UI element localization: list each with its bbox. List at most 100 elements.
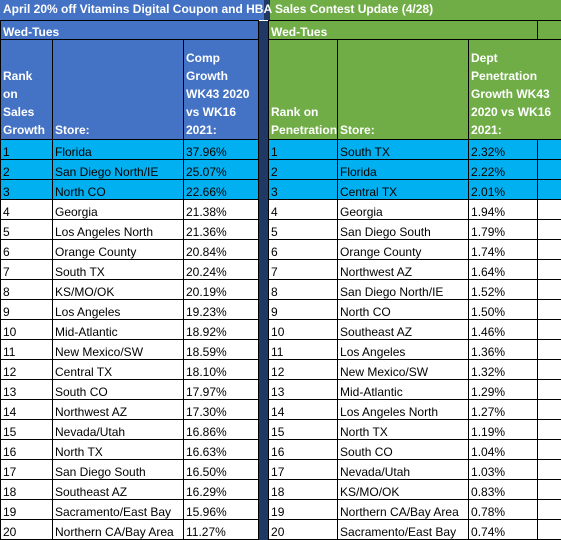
left-rank-cell[interactable]: 16 — [1, 440, 53, 460]
left-metric-cell[interactable]: 37.96% — [184, 140, 259, 160]
right-rank-cell[interactable]: 16 — [269, 440, 338, 460]
empty-cell[interactable] — [538, 320, 561, 340]
left-store-cell[interactable]: Orange County — [53, 240, 184, 260]
empty-cell[interactable] — [538, 520, 561, 540]
left-metric-cell[interactable]: 17.97% — [184, 380, 259, 400]
empty-cell[interactable] — [538, 340, 561, 360]
left-period-label[interactable]: Wed-Tues — [1, 21, 259, 40]
left-store-cell[interactable]: Florida — [53, 140, 184, 160]
left-rank-cell[interactable]: 9 — [1, 300, 53, 320]
right-rank-cell[interactable]: 19 — [269, 500, 338, 520]
right-metric-cell[interactable]: 1.19% — [469, 420, 538, 440]
empty-cell[interactable] — [538, 220, 561, 240]
empty-cell[interactable] — [538, 360, 561, 380]
empty-cell[interactable] — [538, 260, 561, 280]
left-store-cell[interactable]: Los Angeles North — [53, 220, 184, 240]
right-metric-cell[interactable]: 1.46% — [469, 320, 538, 340]
right-store-cell[interactable]: North TX — [338, 420, 469, 440]
right-rank-header[interactable]: Rank on Penetration: — [269, 40, 338, 140]
left-rank-cell[interactable]: 17 — [1, 460, 53, 480]
left-rank-header[interactable]: Rank on Sales Growth — [1, 40, 53, 140]
left-metric-cell[interactable]: 18.59% — [184, 340, 259, 360]
left-rank-cell[interactable]: 7 — [1, 260, 53, 280]
left-metric-cell[interactable]: 16.50% — [184, 460, 259, 480]
right-rank-cell[interactable]: 20 — [269, 520, 338, 540]
empty-cell[interactable] — [538, 420, 561, 440]
right-rank-cell[interactable]: 4 — [269, 200, 338, 220]
right-metric-header[interactable]: Dept Penetration Growth WK43 2020 vs WK1… — [469, 40, 561, 140]
left-rank-cell[interactable]: 19 — [1, 500, 53, 520]
right-store-cell[interactable]: Orange County — [338, 240, 469, 260]
right-metric-cell[interactable]: 2.22% — [469, 160, 538, 180]
right-rank-cell[interactable]: 7 — [269, 260, 338, 280]
right-store-cell[interactable]: Southeast AZ — [338, 320, 469, 340]
left-metric-cell[interactable]: 18.92% — [184, 320, 259, 340]
right-metric-cell[interactable]: 2.32% — [469, 140, 538, 160]
empty-cell[interactable] — [538, 300, 561, 320]
left-metric-cell[interactable]: 20.19% — [184, 280, 259, 300]
right-metric-cell[interactable]: 0.78% — [469, 500, 538, 520]
left-rank-cell[interactable]: 2 — [1, 160, 53, 180]
left-metric-cell[interactable]: 15.96% — [184, 500, 259, 520]
left-store-cell[interactable]: North TX — [53, 440, 184, 460]
left-rank-cell[interactable]: 20 — [1, 520, 53, 540]
right-metric-cell[interactable]: 1.29% — [469, 380, 538, 400]
right-metric-cell[interactable]: 1.52% — [469, 280, 538, 300]
right-metric-cell[interactable]: 2.01% — [469, 180, 538, 200]
left-store-cell[interactable]: Northern CA/Bay Area — [53, 520, 184, 540]
left-store-cell[interactable]: Northwest AZ — [53, 400, 184, 420]
left-metric-cell[interactable]: 25.07% — [184, 160, 259, 180]
right-store-cell[interactable]: New Mexico/SW — [338, 360, 469, 380]
left-store-cell[interactable]: Mid-Atlantic — [53, 320, 184, 340]
right-metric-cell[interactable]: 1.03% — [469, 460, 538, 480]
left-store-cell[interactable]: Nevada/Utah — [53, 420, 184, 440]
right-rank-cell[interactable]: 8 — [269, 280, 338, 300]
right-store-cell[interactable]: Northern CA/Bay Area — [338, 500, 469, 520]
right-rank-cell[interactable]: 2 — [269, 160, 338, 180]
left-store-cell[interactable]: San Diego North/IE — [53, 160, 184, 180]
left-store-cell[interactable]: KS/MO/OK — [53, 280, 184, 300]
right-store-cell[interactable]: Mid-Atlantic — [338, 380, 469, 400]
right-store-cell[interactable]: Los Angeles — [338, 340, 469, 360]
left-metric-cell[interactable]: 16.86% — [184, 420, 259, 440]
left-metric-cell[interactable]: 16.63% — [184, 440, 259, 460]
right-store-cell[interactable]: North CO — [338, 300, 469, 320]
left-metric-cell[interactable]: 20.84% — [184, 240, 259, 260]
right-store-cell[interactable]: San Diego North/IE — [338, 280, 469, 300]
right-store-header[interactable]: Store: — [338, 40, 469, 140]
left-rank-cell[interactable]: 4 — [1, 200, 53, 220]
right-rank-cell[interactable]: 12 — [269, 360, 338, 380]
right-rank-cell[interactable]: 13 — [269, 380, 338, 400]
right-store-cell[interactable]: San Diego South — [338, 220, 469, 240]
left-store-cell[interactable]: Los Angeles — [53, 300, 184, 320]
left-store-cell[interactable]: Sacramento/East Bay — [53, 500, 184, 520]
right-metric-cell[interactable]: 1.32% — [469, 360, 538, 380]
empty-cell[interactable] — [538, 140, 561, 160]
left-metric-cell[interactable]: 21.36% — [184, 220, 259, 240]
left-rank-cell[interactable]: 10 — [1, 320, 53, 340]
left-rank-cell[interactable]: 1 — [1, 140, 53, 160]
right-period-label[interactable]: Wed-Tues — [269, 21, 538, 40]
right-rank-cell[interactable]: 17 — [269, 460, 338, 480]
right-metric-cell[interactable]: 1.36% — [469, 340, 538, 360]
right-store-cell[interactable]: Northwest AZ — [338, 260, 469, 280]
right-metric-cell[interactable]: 1.04% — [469, 440, 538, 460]
empty-cell[interactable] — [538, 200, 561, 220]
right-rank-cell[interactable]: 1 — [269, 140, 338, 160]
left-store-cell[interactable]: Georgia — [53, 200, 184, 220]
left-rank-cell[interactable]: 8 — [1, 280, 53, 300]
empty-cell[interactable] — [538, 280, 561, 300]
left-metric-cell[interactable]: 17.30% — [184, 400, 259, 420]
right-rank-cell[interactable]: 9 — [269, 300, 338, 320]
left-store-cell[interactable]: South TX — [53, 260, 184, 280]
left-metric-header[interactable]: Comp Growth WK43 2020 vs WK16 2021: — [184, 40, 259, 140]
left-rank-cell[interactable]: 14 — [1, 400, 53, 420]
empty-cell[interactable] — [538, 180, 561, 200]
right-store-cell[interactable]: Georgia — [338, 200, 469, 220]
empty-cell[interactable] — [538, 400, 561, 420]
right-store-cell[interactable]: Florida — [338, 160, 469, 180]
left-rank-cell[interactable]: 12 — [1, 360, 53, 380]
empty-cell[interactable] — [538, 380, 561, 400]
left-store-cell[interactable]: New Mexico/SW — [53, 340, 184, 360]
right-metric-cell[interactable]: 1.79% — [469, 220, 538, 240]
